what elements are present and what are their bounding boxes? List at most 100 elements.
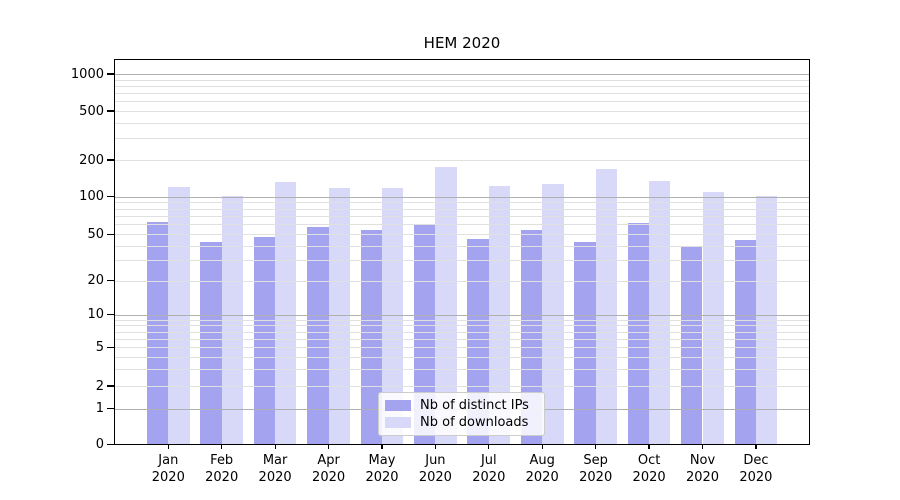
gridline-4 xyxy=(115,356,810,358)
y-tick-0 xyxy=(107,443,114,446)
gridline-80 xyxy=(115,208,810,210)
x-tick-label-jan: Jan 2020 xyxy=(151,453,185,485)
bar-nb-of-distinct-ips-oct xyxy=(627,222,650,445)
y-tick-label-500: 500 xyxy=(79,103,104,119)
x-tick-label-may: May 2020 xyxy=(365,453,399,485)
legend-swatch-downloads xyxy=(385,417,411,428)
gridline-200 xyxy=(115,160,810,161)
bar-nb-of-distinct-ips-nov xyxy=(681,245,703,445)
gridline-6 xyxy=(115,338,810,340)
y-tick-label-100: 100 xyxy=(79,189,104,205)
x-tick-mar xyxy=(274,445,276,449)
x-tick-feb xyxy=(221,445,223,449)
y-tick-label-20: 20 xyxy=(87,273,104,289)
legend-swatch-distinct-ips xyxy=(385,400,411,411)
x-tick-label-feb: Feb 2020 xyxy=(205,453,239,485)
gridline-3 xyxy=(115,368,810,370)
y-tick-20 xyxy=(107,280,114,282)
bar-nb-of-distinct-ips-jun xyxy=(414,224,436,445)
bar-nb-of-distinct-ips-sep xyxy=(574,241,596,445)
gridline-9 xyxy=(115,319,810,321)
y-tick-200 xyxy=(107,159,114,161)
gridline-70 xyxy=(115,216,810,217)
bar-nb-of-downloads-oct xyxy=(649,180,671,445)
y-tick-label-5: 5 xyxy=(95,339,104,355)
bar-nb-of-downloads-jan xyxy=(168,187,190,445)
gridline-600 xyxy=(115,101,810,103)
bar-nb-of-distinct-ips-mar xyxy=(253,237,276,445)
gridline-1000 xyxy=(115,74,810,75)
gridline-20 xyxy=(115,280,810,282)
y-tick-1 xyxy=(107,408,114,410)
x-tick-label-dec: Dec 2020 xyxy=(739,453,773,485)
gridline-5 xyxy=(115,347,810,349)
y-tick-1000 xyxy=(107,73,114,75)
x-tick-oct xyxy=(648,445,650,449)
x-tick-label-nov: Nov 2020 xyxy=(685,453,720,485)
x-tick-label-sep: Sep 2020 xyxy=(579,453,613,485)
x-tick-jan xyxy=(167,445,169,449)
bar-nb-of-downloads-aug xyxy=(542,184,564,445)
x-tick-label-apr: Apr 2020 xyxy=(312,453,346,485)
gridline-7 xyxy=(115,331,810,333)
gridline-60 xyxy=(115,224,810,226)
y-tick-500 xyxy=(107,110,114,112)
legend-label-downloads: Nb of downloads xyxy=(420,415,529,430)
gridline-500 xyxy=(115,111,810,112)
x-tick-label-aug: Aug 2020 xyxy=(525,453,559,485)
y-tick-100 xyxy=(107,196,114,198)
x-tick-label-jul: Jul 2020 xyxy=(472,453,506,485)
y-tick-50 xyxy=(107,233,114,235)
x-tick-sep xyxy=(595,445,597,449)
bar-nb-of-downloads-sep xyxy=(595,168,618,445)
x-tick-aug xyxy=(541,445,543,449)
y-tick-label-10: 10 xyxy=(87,307,104,323)
gridline-10 xyxy=(115,314,810,316)
x-tick-label-oct: Oct 2020 xyxy=(632,453,666,485)
gridline-700 xyxy=(115,93,810,94)
y-tick-2 xyxy=(107,385,114,387)
bar-nb-of-downloads-may xyxy=(382,187,404,445)
chart-title: HEM 2020 xyxy=(423,34,501,52)
y-tick-label-2: 2 xyxy=(95,378,104,394)
x-tick-apr xyxy=(327,445,330,449)
bar-nb-of-downloads-apr xyxy=(328,187,350,445)
gridline-90 xyxy=(115,202,810,204)
gridline-50 xyxy=(115,234,810,236)
x-tick-jul xyxy=(488,445,490,449)
legend-item-distinct-ips: Nb of distinct IPs xyxy=(385,398,536,413)
bar-nb-of-distinct-ips-may xyxy=(360,230,382,445)
x-tick-dec xyxy=(755,445,757,449)
y-tick-label-50: 50 xyxy=(87,226,104,242)
gridline-100 xyxy=(115,196,810,198)
bar-nb-of-distinct-ips-feb xyxy=(200,241,222,445)
gridline-400 xyxy=(115,122,810,124)
x-tick-label-jun: Jun 2020 xyxy=(418,453,452,485)
bar-nb-of-downloads-jun xyxy=(435,166,457,445)
gridline-8 xyxy=(115,325,810,327)
bar-nb-of-downloads-mar xyxy=(275,181,297,445)
x-tick-jun xyxy=(434,445,437,449)
x-tick-nov xyxy=(701,445,704,449)
x-tick-label-mar: Mar 2020 xyxy=(258,453,292,485)
bar-nb-of-downloads-nov xyxy=(702,191,724,445)
gridline-2 xyxy=(115,386,810,387)
y-tick-5 xyxy=(107,346,114,348)
legend-label-distinct-ips: Nb of distinct IPs xyxy=(420,398,529,413)
bar-nb-of-distinct-ips-jan xyxy=(146,221,169,445)
bar-nb-of-distinct-ips-dec xyxy=(734,239,756,445)
bar-nb-of-distinct-ips-aug xyxy=(520,230,543,445)
gridline-30 xyxy=(115,260,810,262)
y-tick-label-200: 200 xyxy=(79,152,104,168)
gridline-40 xyxy=(115,245,810,247)
legend: Nb of distinct IPs Nb of downloads xyxy=(378,392,545,436)
gridline-800 xyxy=(115,85,810,87)
y-tick-label-1: 1 xyxy=(95,401,104,417)
gridline-900 xyxy=(115,79,810,81)
gridline-300 xyxy=(115,138,810,140)
x-tick-may xyxy=(381,445,383,449)
legend-item-downloads: Nb of downloads xyxy=(385,415,536,430)
y-tick-label-1000: 1000 xyxy=(70,66,104,82)
y-tick-label-0: 0 xyxy=(95,437,104,452)
